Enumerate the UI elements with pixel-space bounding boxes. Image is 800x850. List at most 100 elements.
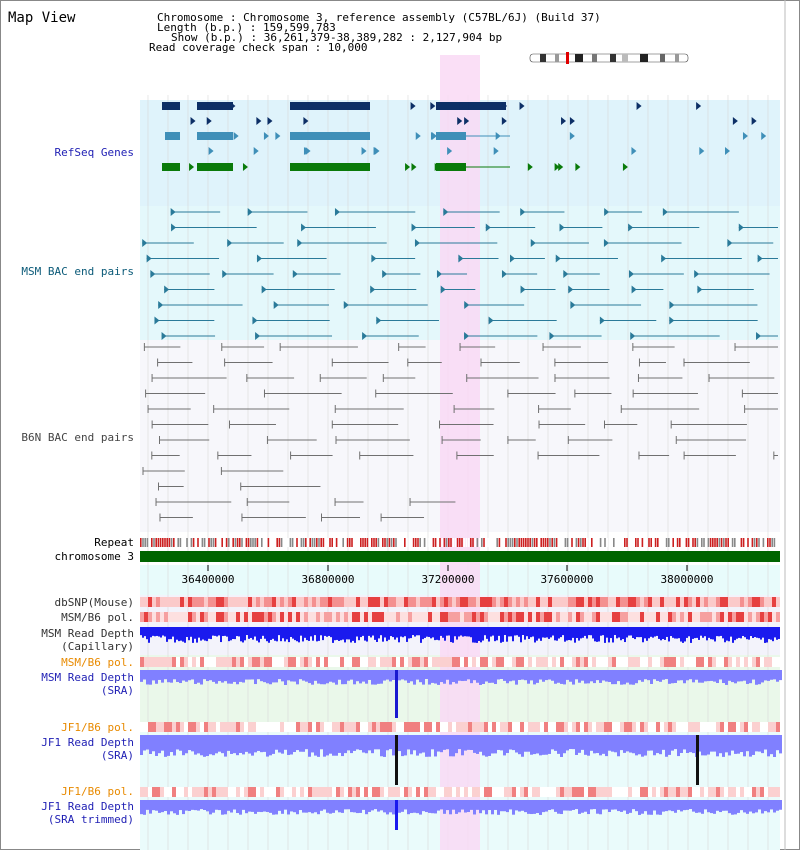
- density-cell: [164, 597, 168, 607]
- depth-bar: [362, 627, 364, 636]
- depth-bar: [191, 670, 194, 680]
- depth-bar: [488, 627, 490, 642]
- depth-bar: [215, 800, 218, 810]
- repeat-element: [410, 538, 413, 547]
- density-cell: [612, 657, 616, 667]
- track-label-jf1-depth-trimmed[interactable]: JF1 Read Depth: [41, 800, 134, 813]
- depth-bar: [212, 735, 215, 756]
- track-label-msm-depth-sra[interactable]: MSM Read Depth: [41, 671, 134, 684]
- depth-bar: [233, 670, 236, 682]
- density-cell: [740, 787, 744, 797]
- depth-bar: [498, 627, 500, 636]
- track-label-msm-depth-capillary[interactable]: MSM Read Depth: [41, 627, 134, 640]
- density-cell: [576, 657, 580, 667]
- density-cell: [716, 787, 720, 797]
- depth-bar: [287, 670, 290, 681]
- depth-bar: [722, 735, 725, 757]
- track-label-chromosome[interactable]: chromosome 3: [55, 550, 134, 563]
- depth-bar: [581, 800, 584, 813]
- depth-bar: [158, 800, 161, 813]
- depth-bar: [748, 627, 750, 640]
- density-cell: [556, 722, 560, 732]
- density-cell: [188, 612, 192, 622]
- msm-bac-track[interactable]: [142, 208, 778, 340]
- depth-bar: [380, 627, 382, 636]
- density-cell: [164, 612, 168, 622]
- density-cell: [664, 597, 668, 607]
- depth-bar: [696, 627, 698, 638]
- bac-end: [222, 270, 228, 278]
- selected-region-highlight[interactable]: [440, 55, 480, 850]
- density-cell: [472, 787, 476, 797]
- depth-bar: [407, 735, 410, 750]
- depth-bar: [155, 800, 158, 811]
- repeat-element: [573, 538, 575, 547]
- chromosome-ideogram[interactable]: [529, 52, 689, 64]
- repeat-element: [736, 538, 738, 547]
- refseq-genes-track[interactable]: [162, 102, 767, 171]
- depth-bar: [512, 800, 515, 815]
- depth-bar: [701, 735, 704, 756]
- repeat-element: [692, 538, 694, 547]
- depth-bar: [530, 735, 533, 755]
- depth-bar: [656, 735, 659, 754]
- track-label-msm-b6-pol[interactable]: MSM/B6 pol.: [61, 611, 134, 624]
- density-cell: [708, 657, 712, 667]
- track-label-repeat[interactable]: Repeat: [94, 536, 134, 549]
- track-label-b6n-bac[interactable]: B6N BAC end pairs: [21, 431, 134, 444]
- repeat-element: [470, 538, 472, 547]
- depth-bar: [680, 670, 683, 681]
- b6n-bac-track[interactable]: [142, 343, 778, 522]
- depth-bar: [755, 735, 758, 752]
- polymorphism-and-depth-tracks[interactable]: [140, 597, 782, 830]
- density-cell: [312, 597, 316, 607]
- track-label-jf1-b6-pol[interactable]: JF1/B6 pol.: [61, 721, 134, 734]
- depth-bar: [161, 735, 164, 751]
- density-cell: [304, 787, 308, 797]
- depth-bar: [726, 627, 728, 641]
- track-label-refseq[interactable]: RefSeq Genes: [55, 146, 134, 159]
- depth-bar: [266, 800, 269, 812]
- depth-bar: [444, 627, 446, 641]
- density-cell: [192, 597, 196, 607]
- depth-bar: [491, 735, 494, 754]
- depth-bar: [185, 800, 188, 811]
- depth-bar: [318, 627, 320, 641]
- depth-bar: [473, 735, 476, 753]
- depth-bar: [431, 670, 434, 683]
- depth-bar: [476, 735, 479, 754]
- density-cell: [288, 722, 292, 732]
- track-label-msm-b6-pol-sra[interactable]: MSM/B6 pol.: [61, 656, 134, 669]
- gene-arrow: [569, 117, 575, 125]
- depth-bar: [308, 735, 311, 757]
- repeat-element: [276, 538, 278, 547]
- track-label-dbsnp[interactable]: dbSNP(Mouse): [55, 596, 134, 609]
- repeat-track[interactable]: [140, 538, 780, 547]
- depth-bar: [410, 627, 412, 639]
- depth-bar: [308, 670, 311, 684]
- depth-bar: [323, 800, 326, 810]
- density-cell: [732, 657, 736, 667]
- track-label-msm-bac[interactable]: MSM BAC end pairs: [21, 265, 134, 278]
- depth-bar: [634, 627, 636, 640]
- depth-bar: [228, 627, 230, 642]
- repeat-element: [340, 538, 342, 547]
- track-label-jf1-b6-pol-2[interactable]: JF1/B6 pol.: [61, 785, 134, 798]
- depth-bar: [218, 670, 221, 682]
- density-cell: [248, 787, 252, 797]
- density-cell: [656, 722, 660, 732]
- density-cell: [640, 657, 644, 667]
- repeat-element: [362, 538, 364, 547]
- density-cell: [372, 612, 376, 622]
- track-label-jf1-depth-sra[interactable]: JF1 Read Depth: [41, 736, 134, 749]
- depth-bar: [200, 670, 203, 685]
- density-cell: [392, 787, 396, 797]
- depth-bar: [752, 735, 755, 755]
- depth-bar: [629, 800, 632, 813]
- depth-bar: [494, 800, 497, 810]
- chromosome-bar[interactable]: [140, 551, 780, 562]
- depth-bar: [460, 627, 462, 636]
- repeat-element: [619, 538, 622, 547]
- depth-bar: [344, 670, 347, 685]
